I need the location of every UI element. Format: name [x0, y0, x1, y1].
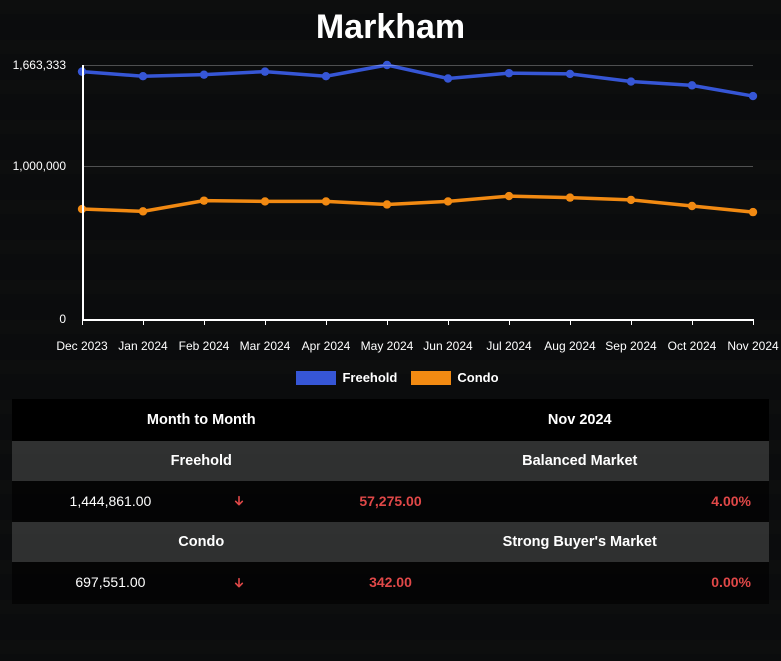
x-tick-label: Jun 2024 [423, 339, 472, 353]
x-tick-label: Mar 2024 [240, 339, 291, 353]
series-marker-condo [627, 196, 635, 204]
gridline [82, 166, 753, 167]
series-marker-freehold [749, 92, 757, 100]
x-tick [631, 319, 632, 325]
x-tick-label: Aug 2024 [544, 339, 595, 353]
table-price: 1,444,861.00 [12, 481, 209, 522]
series-line-condo [82, 196, 753, 212]
series-marker-freehold [322, 72, 330, 80]
content-container: Markham 0 1,000,000 1,663,333 Dec 2023 Jan … [0, 0, 781, 661]
table-subhead-row: CondoStrong Buyer's Market [12, 522, 769, 562]
series-marker-condo [688, 202, 696, 210]
legend-swatch-condo [411, 371, 451, 385]
series-marker-freehold [444, 74, 452, 82]
table-diff: 342.00 [269, 562, 511, 603]
table-price: 697,551.00 [12, 562, 209, 603]
x-tick-label: Jul 2024 [486, 339, 531, 353]
series-line-freehold [82, 65, 753, 96]
table-market-label: Strong Buyer's Market [391, 522, 770, 562]
x-tick-label: Sep 2024 [605, 339, 656, 353]
summary-table: Month to Month Nov 2024 FreeholdBalanced… [12, 399, 769, 604]
series-marker-freehold [200, 70, 208, 78]
x-tick [326, 319, 327, 325]
series-marker-condo [505, 192, 513, 200]
table-pct: 4.00% [512, 481, 769, 522]
x-tick [692, 319, 693, 325]
series-marker-freehold [566, 70, 574, 78]
series-marker-condo [749, 208, 757, 216]
gridline [82, 65, 753, 66]
price-chart: 01,000,0001,663,333 Dec 2023Jan 2024Feb … [20, 57, 761, 367]
x-tick [204, 319, 205, 325]
x-tick-label: Jan 2024 [118, 339, 167, 353]
arrow-down-icon [231, 494, 247, 510]
table-direction [209, 562, 270, 603]
x-tick [509, 319, 510, 325]
table-diff: 57,275.00 [269, 481, 511, 522]
x-axis-line [82, 319, 753, 321]
series-marker-condo [566, 193, 574, 201]
x-tick-label: Feb 2024 [179, 339, 230, 353]
x-tick-label: Oct 2024 [668, 339, 717, 353]
series-marker-condo [383, 200, 391, 208]
x-tick [570, 319, 571, 325]
series-marker-condo [139, 207, 147, 215]
y-tick-label: 0 [6, 312, 66, 326]
x-tick [387, 319, 388, 325]
legend-swatch-freehold [296, 371, 336, 385]
table-value-row: 697,551.00 342.000.00% [12, 562, 769, 603]
table-pct: 0.00% [512, 562, 769, 603]
series-marker-freehold [627, 77, 635, 85]
chart-legend: Freehold Condo [0, 369, 781, 385]
arrow-down-icon [231, 576, 247, 592]
y-tick-label: 1,663,333 [6, 58, 66, 72]
chart-plot-area [82, 65, 753, 319]
table-header-left: Month to Month [12, 399, 391, 441]
table-type-label: Condo [12, 522, 391, 562]
x-tick [143, 319, 144, 325]
y-tick-label: 1,000,000 [6, 159, 66, 173]
table-subhead-row: FreeholdBalanced Market [12, 441, 769, 481]
series-marker-condo [322, 197, 330, 205]
table-type-label: Freehold [12, 441, 391, 481]
chart-svg [82, 65, 753, 319]
page-title: Markham [0, 0, 781, 51]
series-marker-freehold [139, 72, 147, 80]
x-tick-label: Nov 2024 [727, 339, 778, 353]
x-tick-label: Dec 2023 [56, 339, 107, 353]
series-marker-condo [200, 196, 208, 204]
series-marker-freehold [505, 69, 513, 77]
table-direction [209, 481, 270, 522]
x-tick [82, 319, 83, 325]
table-header-right: Nov 2024 [391, 399, 770, 441]
table-market-label: Balanced Market [391, 441, 770, 481]
x-tick-label: Apr 2024 [302, 339, 351, 353]
series-marker-freehold [261, 67, 269, 75]
series-marker-condo [261, 197, 269, 205]
x-tick [753, 319, 754, 325]
series-marker-freehold [688, 81, 696, 89]
x-tick [448, 319, 449, 325]
x-tick [265, 319, 266, 325]
y-axis-line [82, 65, 84, 319]
legend-label-condo: Condo [457, 370, 498, 385]
series-marker-condo [444, 197, 452, 205]
table-body: FreeholdBalanced Market1,444,861.0057,27… [12, 441, 769, 604]
table-header-row: Month to Month Nov 2024 [12, 399, 769, 441]
legend-label-freehold: Freehold [342, 370, 397, 385]
table-value-row: 1,444,861.00 57,275.004.00% [12, 481, 769, 522]
x-tick-label: May 2024 [361, 339, 414, 353]
